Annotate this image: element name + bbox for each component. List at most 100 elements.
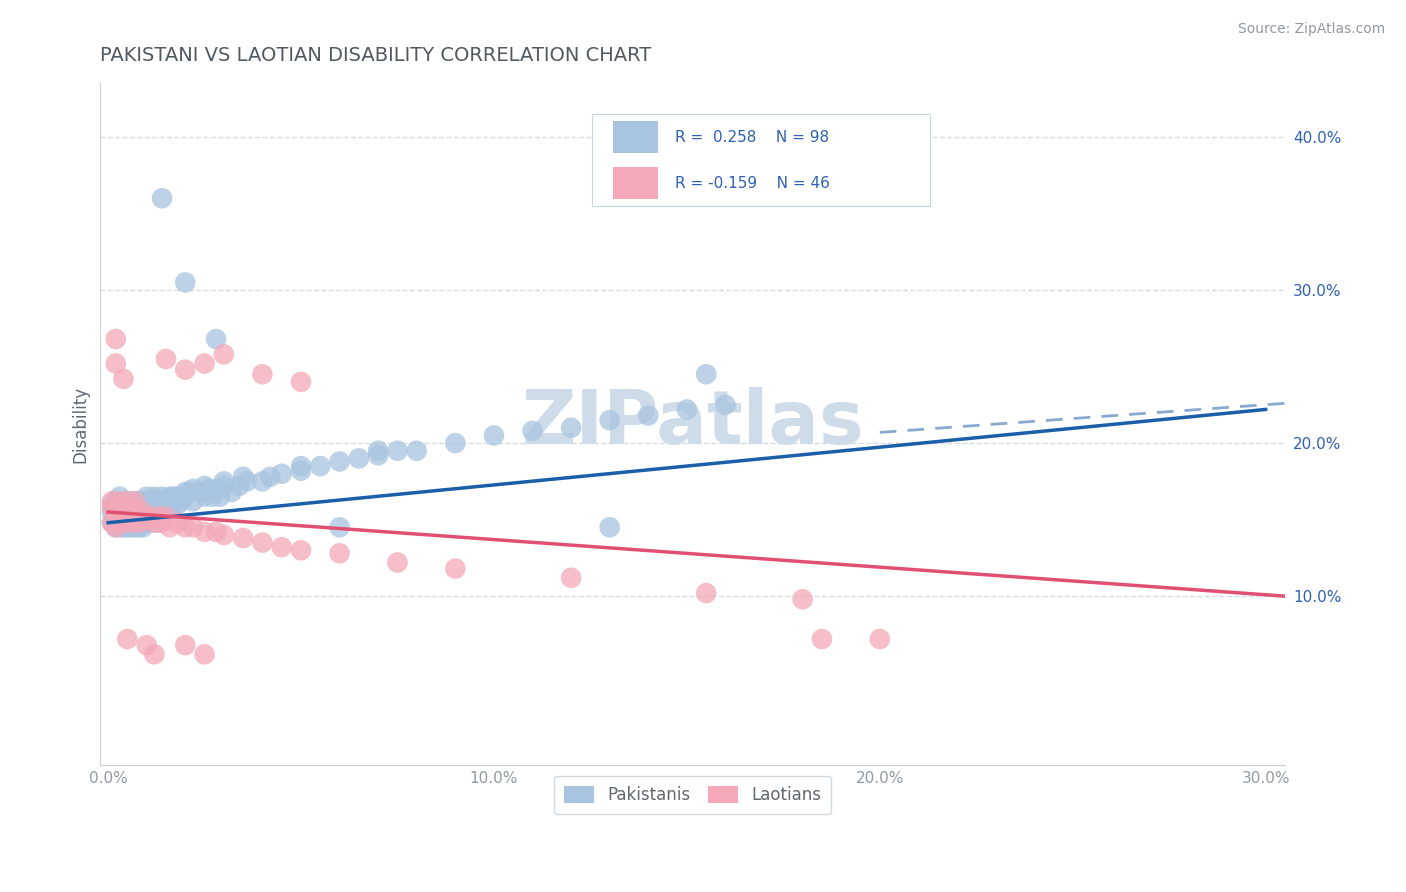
- Point: [101, 516, 124, 530]
- Point: [132, 505, 155, 519]
- Point: [181, 520, 204, 534]
- Point: [128, 509, 150, 524]
- Point: [155, 351, 177, 366]
- Point: [108, 513, 131, 527]
- Point: [329, 454, 352, 468]
- Point: [120, 516, 142, 530]
- Point: [132, 500, 155, 515]
- Point: [290, 464, 312, 478]
- Point: [112, 505, 135, 519]
- Point: [120, 500, 142, 515]
- Point: [108, 509, 131, 524]
- Point: [117, 505, 139, 519]
- Point: [155, 494, 177, 508]
- Point: [101, 500, 124, 515]
- Y-axis label: Disability: Disability: [72, 385, 89, 463]
- Point: [132, 513, 155, 527]
- Point: [174, 485, 197, 500]
- Point: [155, 509, 177, 524]
- Point: [599, 413, 621, 427]
- Point: [228, 479, 250, 493]
- Point: [117, 500, 139, 515]
- Point: [174, 490, 197, 504]
- Point: [367, 443, 389, 458]
- Point: [139, 494, 162, 508]
- Point: [290, 458, 312, 473]
- Point: [208, 490, 231, 504]
- Point: [252, 368, 274, 382]
- Point: [869, 632, 891, 646]
- Point: [124, 494, 146, 508]
- Point: [444, 561, 467, 575]
- Point: [347, 451, 370, 466]
- Point: [128, 505, 150, 519]
- Point: [104, 505, 127, 519]
- Point: [792, 592, 814, 607]
- Point: [124, 520, 146, 534]
- Point: [117, 520, 139, 534]
- Point: [150, 516, 173, 530]
- Point: [104, 520, 127, 534]
- Point: [444, 436, 467, 450]
- Point: [181, 494, 204, 508]
- Point: [212, 347, 235, 361]
- Point: [205, 332, 228, 346]
- Point: [232, 531, 254, 545]
- Text: PAKISTANI VS LAOTIAN DISABILITY CORRELATION CHART: PAKISTANI VS LAOTIAN DISABILITY CORRELAT…: [100, 46, 651, 65]
- Point: [201, 490, 224, 504]
- Point: [108, 520, 131, 534]
- Point: [104, 505, 127, 519]
- Point: [270, 467, 292, 481]
- Point: [212, 479, 235, 493]
- Point: [104, 520, 127, 534]
- Point: [104, 494, 127, 508]
- Point: [309, 458, 332, 473]
- Point: [193, 479, 215, 493]
- Point: [159, 505, 181, 519]
- Text: Source: ZipAtlas.com: Source: ZipAtlas.com: [1237, 22, 1385, 37]
- Point: [329, 546, 352, 560]
- FancyBboxPatch shape: [592, 114, 929, 206]
- Point: [252, 535, 274, 549]
- Point: [155, 500, 177, 515]
- Point: [181, 482, 204, 496]
- Point: [128, 516, 150, 530]
- Point: [290, 375, 312, 389]
- Point: [405, 443, 427, 458]
- Point: [193, 648, 215, 662]
- Point: [104, 357, 127, 371]
- Point: [150, 494, 173, 508]
- Point: [143, 500, 166, 515]
- Point: [148, 509, 170, 524]
- Point: [259, 470, 281, 484]
- Point: [148, 494, 170, 508]
- Point: [163, 490, 186, 504]
- Text: R = -0.159    N = 46: R = -0.159 N = 46: [675, 176, 830, 191]
- Point: [695, 368, 717, 382]
- Point: [108, 494, 131, 508]
- Point: [112, 500, 135, 515]
- Point: [120, 516, 142, 530]
- Point: [190, 485, 212, 500]
- Point: [170, 494, 193, 508]
- Point: [221, 485, 243, 500]
- Point: [120, 505, 142, 519]
- Point: [148, 516, 170, 530]
- Point: [128, 494, 150, 508]
- Point: [150, 490, 173, 504]
- Point: [117, 494, 139, 508]
- Point: [166, 497, 188, 511]
- Point: [174, 638, 197, 652]
- Point: [197, 482, 219, 496]
- Point: [120, 520, 142, 534]
- Point: [135, 513, 157, 527]
- Point: [112, 516, 135, 530]
- Point: [143, 497, 166, 511]
- Bar: [613, 167, 658, 200]
- Point: [135, 490, 157, 504]
- Point: [132, 494, 155, 508]
- Point: [166, 516, 188, 530]
- Point: [212, 528, 235, 542]
- Point: [135, 638, 157, 652]
- Point: [676, 402, 699, 417]
